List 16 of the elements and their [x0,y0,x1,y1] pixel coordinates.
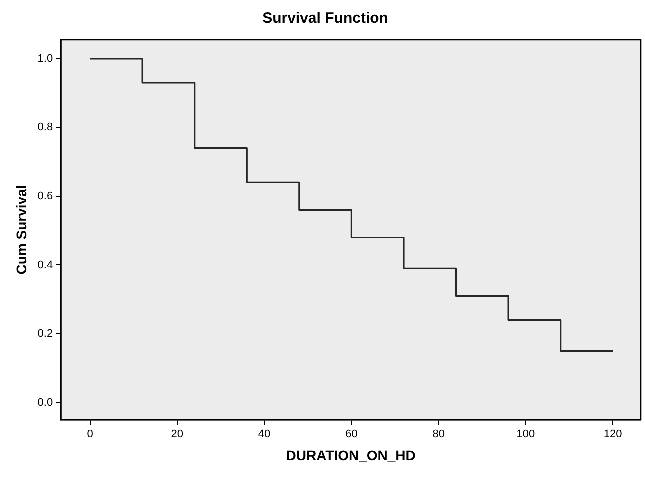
x-tick-label: 40 [258,428,271,441]
y-tick-label: 0.6 [38,190,54,202]
y-tick-label: 0.2 [38,328,54,340]
x-tick-label: 0 [87,428,94,441]
x-tick-label: 60 [346,428,358,441]
y-tick-label: 0.0 [38,396,54,409]
x-tick-label: 120 [604,428,622,441]
y-tick-label: 0.8 [38,122,54,134]
x-tick-label: 80 [432,428,445,441]
x-axis-title: DURATION_ON_HD [286,447,416,464]
x-tick-label: 20 [171,428,184,441]
y-tick-label: 1.0 [38,52,54,65]
chart-title: Survival Function [262,10,388,28]
y-tick-label: 0.4 [38,259,54,272]
y-axis-title: Cum Survival [13,185,30,275]
x-tick-label: 100 [516,428,536,441]
